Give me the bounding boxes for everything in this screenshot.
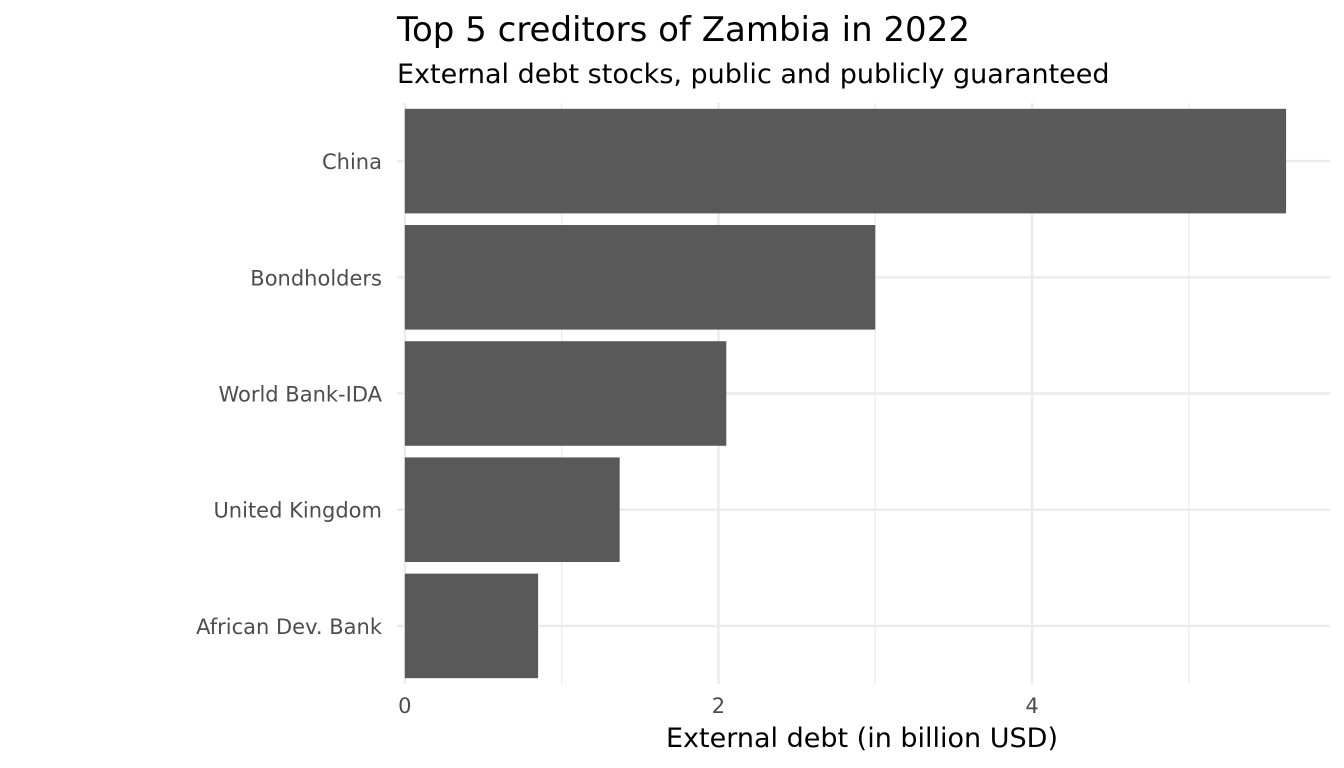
bar-china — [404, 108, 1287, 214]
bar-united-kingdom — [404, 457, 620, 562]
category-label: Bondholders — [250, 266, 382, 290]
x-axis-title: External debt (in billion USD) — [666, 723, 1058, 754]
chart-title: Top 5 creditors of Zambia in 2022 — [396, 10, 970, 50]
bar-world-bank-ida — [404, 341, 727, 446]
bar-bondholders — [404, 225, 876, 330]
category-labels: China Bondholders World Bank-IDA United Kin… — [196, 150, 383, 639]
x-tick-label: 4 — [1025, 694, 1038, 718]
category-label: China — [322, 150, 382, 174]
x-tick-label: 0 — [398, 694, 411, 718]
category-label: World Bank-IDA — [218, 383, 382, 407]
x-tick-label: 2 — [712, 694, 725, 718]
x-tick-labels: 0 2 4 — [398, 694, 1039, 718]
chart-subtitle: External debt stocks, public and publicl… — [397, 59, 1110, 90]
bar-african-dev-bank — [404, 573, 539, 679]
category-label: United Kingdom — [213, 499, 382, 523]
bars — [404, 108, 1287, 679]
category-label: African Dev. Bank — [196, 615, 383, 639]
